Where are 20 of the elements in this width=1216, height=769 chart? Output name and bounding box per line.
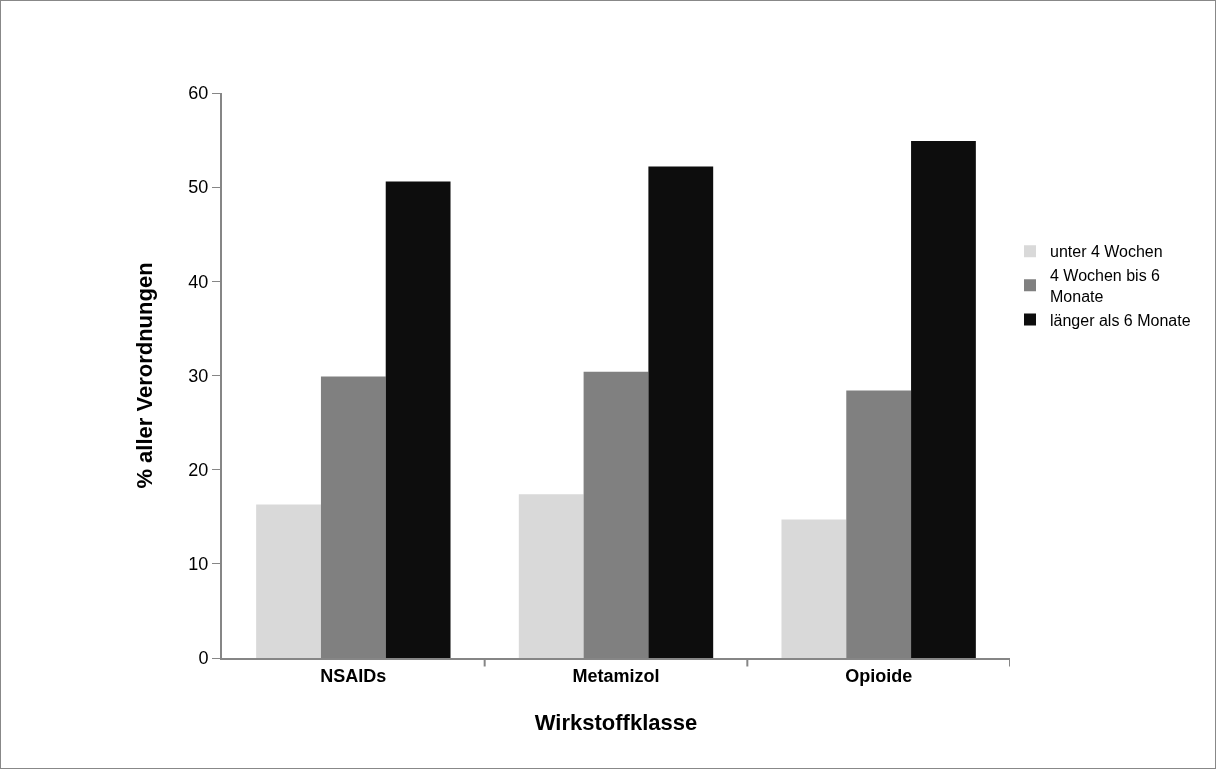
legend-label: länger als 6 Monate bbox=[1050, 311, 1191, 329]
x-tick-label: Metamizol bbox=[572, 665, 660, 686]
bar bbox=[781, 519, 847, 658]
legend-label: unter 4 Wochen bbox=[1050, 243, 1163, 261]
x-axis-title: Wirkstoffklasse bbox=[534, 710, 698, 735]
x-tick-label: Opioide bbox=[845, 665, 913, 686]
bar bbox=[385, 181, 451, 658]
y-tick-label: 60 bbox=[188, 83, 209, 104]
bar bbox=[911, 141, 976, 658]
bar bbox=[648, 166, 714, 658]
bar bbox=[256, 504, 321, 658]
y-tick-label: 30 bbox=[188, 365, 209, 386]
y-tick-label: 0 bbox=[198, 648, 209, 669]
y-tick-label: 40 bbox=[188, 271, 209, 292]
x-tick-label: NSAIDs bbox=[320, 665, 387, 686]
y-tick-label: 20 bbox=[188, 459, 209, 480]
y-tick-label: 50 bbox=[188, 177, 209, 198]
bar bbox=[518, 494, 584, 658]
y-axis-title: % aller Verordnungen bbox=[131, 262, 157, 489]
y-tick-label: 10 bbox=[188, 554, 209, 575]
